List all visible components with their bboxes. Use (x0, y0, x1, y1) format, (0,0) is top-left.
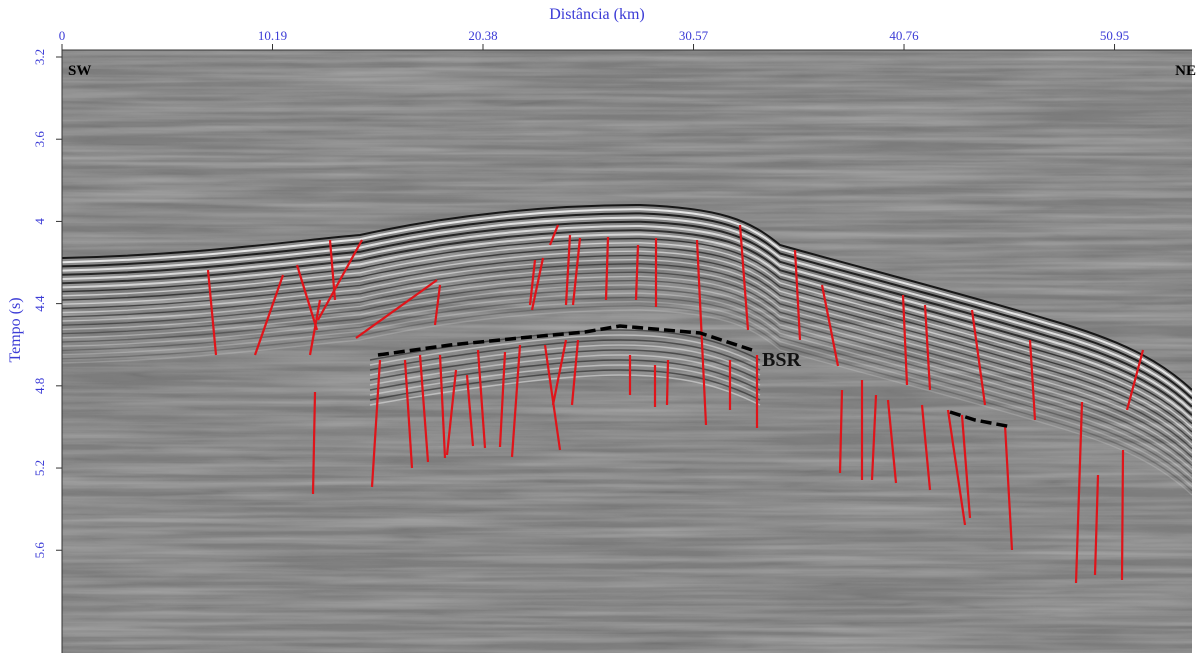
x-tick-label: 30.57 (679, 28, 709, 43)
y-tick-label: 4.8 (32, 378, 47, 394)
y-axis-title: Tempo (s) (7, 297, 24, 362)
x-tick-label: 10.19 (258, 28, 287, 43)
y-tick-label: 3.6 (32, 131, 47, 148)
y-tick-label: 3.2 (32, 49, 47, 65)
x-tick-label: 0 (59, 28, 66, 43)
x-axis-title: Distância (km) (549, 6, 645, 23)
annotation: SW (68, 63, 91, 79)
annotation: NE (1175, 63, 1196, 79)
x-tick-label: 50.95 (1100, 28, 1129, 43)
y-tick-label: 4 (32, 218, 47, 225)
y-tick-label: 4.4 (32, 295, 47, 312)
x-tick-label: 40.76 (889, 28, 919, 43)
y-tick-label: 5.6 (32, 542, 47, 559)
annotation: BSR (762, 349, 801, 371)
texture (62, 50, 1192, 653)
chart: Distância (km) Tempo (s) SW NE BSR 0 10.1… (0, 0, 1204, 653)
seismic-image (62, 50, 1192, 653)
y-tick-label: 5.2 (32, 460, 47, 476)
x-tick-label: 20.38 (468, 28, 497, 43)
fault-line (1122, 450, 1123, 580)
fault-line (667, 360, 668, 405)
